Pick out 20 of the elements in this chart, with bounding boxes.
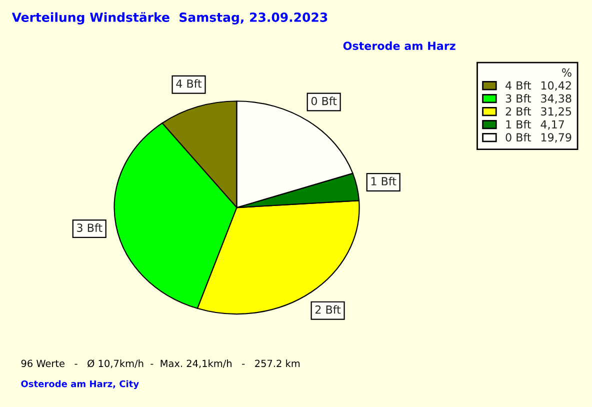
data-label: 4,17	[540, 120, 564, 130]
data-label: 10,42	[541, 81, 571, 91]
text: Osterode am Harz, City	[21, 380, 139, 390]
slice-label: 1 Bft	[371, 176, 396, 186]
chart-title: Verteilung Windstärke Samstag, 23.09.2023	[12, 12, 328, 24]
legend-label: 2 Bft	[506, 107, 532, 116]
slice-label: 2 Bft	[315, 305, 341, 314]
legend-title: %	[562, 68, 572, 77]
legend-label: 4 Bft	[506, 81, 532, 90]
slice-label: 0 Bft	[311, 96, 337, 106]
legend-label: 0 Bft	[506, 132, 532, 142]
legend-label: 3 Bft	[506, 94, 532, 103]
data-label: 31,25	[541, 107, 572, 117]
slice-label: 4 Bft	[176, 79, 202, 88]
slice-label: 3 Bft	[77, 223, 102, 232]
text: 96 Werte - Ø 10,7km/h - Max. 24,1km/h - 257.2 km	[21, 360, 300, 368]
legend-label: 1 Bft	[506, 120, 532, 128]
data-label: 34,38	[541, 94, 572, 104]
chart-subtitle: Osterode am Harz	[343, 41, 456, 50]
data-label: 19,79	[541, 133, 572, 143]
